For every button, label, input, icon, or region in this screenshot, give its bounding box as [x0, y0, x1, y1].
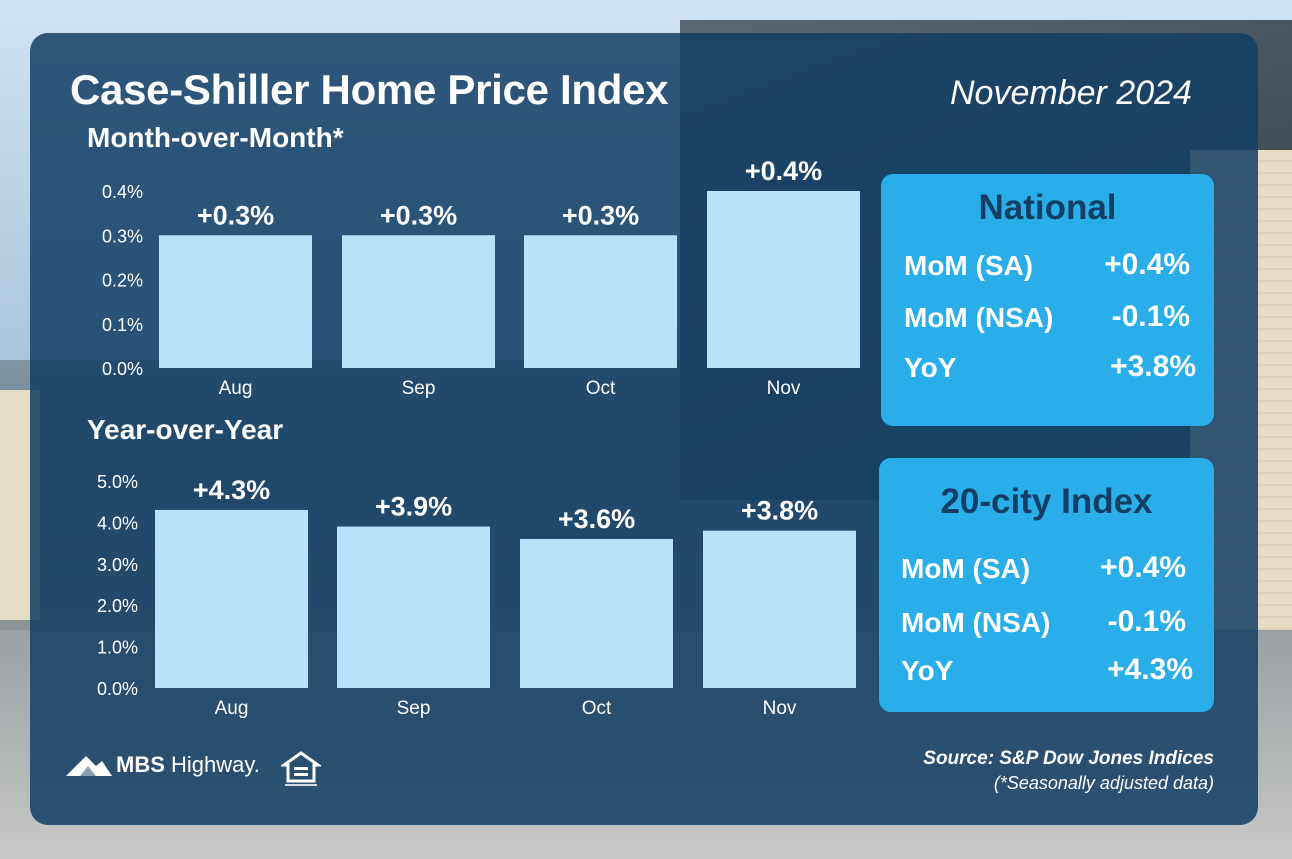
adjustment-note: (*Seasonally adjusted data) — [993, 773, 1214, 793]
national-row-value: +0.4% — [1104, 248, 1190, 281]
y-tick-label: 1.0% — [97, 638, 138, 658]
bar — [337, 526, 490, 688]
data-label: +0.3% — [197, 200, 274, 230]
national-stats-card: National MoM (SA) +0.4% MoM (NSA) -0.1% … — [881, 174, 1214, 426]
national-row-value: +3.8% — [1110, 350, 1196, 383]
y-tick-label: 0.3% — [102, 226, 143, 246]
logo-text-rest: Highway. — [164, 752, 260, 777]
city20-stats-card: 20-city Index MoM (SA) +0.4% MoM (NSA) -… — [879, 458, 1214, 712]
logo-text: MBS Highway. — [116, 752, 260, 778]
national-row-value: -0.1% — [1111, 300, 1190, 333]
national-card-title: National — [978, 188, 1117, 227]
x-category-label: Nov — [763, 698, 797, 719]
yoy-section-title: Year-over-Year — [87, 414, 284, 445]
national-row-label: MoM (NSA) — [904, 302, 1054, 333]
logo-text-bold: MBS — [116, 752, 165, 777]
y-tick-label: 0.2% — [102, 271, 143, 291]
y-tick-label: 3.0% — [97, 555, 138, 575]
y-tick-label: 4.0% — [97, 513, 138, 533]
x-category-label: Sep — [397, 698, 431, 719]
report-date: November 2024 — [950, 74, 1192, 112]
y-tick-label: 0.0% — [102, 359, 143, 379]
bar — [155, 509, 308, 688]
x-category-label: Aug — [219, 378, 253, 399]
page-title: Case-Shiller Home Price Index — [70, 66, 669, 113]
data-label: +3.9% — [375, 492, 452, 522]
x-category-label: Oct — [586, 378, 616, 399]
x-category-label: Sep — [402, 378, 436, 399]
y-tick-label: 0.0% — [97, 679, 138, 699]
city20-row-label: MoM (SA) — [901, 553, 1031, 584]
data-label: +0.4% — [745, 156, 822, 186]
y-tick-label: 0.4% — [102, 182, 143, 202]
equal-housing-opportunity-icon — [281, 751, 321, 786]
city20-row-label: YoY — [901, 655, 954, 686]
x-category-label: Aug — [215, 698, 249, 719]
national-row-label: YoY — [904, 352, 957, 383]
bar — [707, 191, 860, 368]
national-row-label: MoM (SA) — [904, 250, 1034, 281]
mom-section-title: Month-over-Month* — [87, 122, 344, 153]
data-label: +3.8% — [741, 496, 818, 526]
city20-row-value: +4.3% — [1107, 653, 1193, 686]
y-tick-label: 0.1% — [102, 315, 143, 335]
data-label: +0.3% — [562, 200, 639, 230]
y-tick-label: 2.0% — [97, 596, 138, 616]
bar — [342, 235, 495, 368]
source-caption: Source: S&P Dow Jones Indices — [923, 748, 1214, 769]
y-tick-label: 5.0% — [97, 472, 138, 492]
bar — [703, 530, 856, 688]
city20-row-value: +0.4% — [1100, 551, 1186, 584]
bar — [159, 235, 312, 368]
data-label: +4.3% — [193, 475, 270, 505]
city20-row-value: -0.1% — [1107, 605, 1186, 638]
bar — [520, 538, 673, 688]
mbs-highway-logo: MBS Highway. — [66, 752, 260, 778]
mbs-highway-logo-icon — [66, 756, 112, 776]
bar — [524, 235, 677, 368]
city20-card-title: 20-city Index — [940, 482, 1153, 521]
city20-row-label: MoM (NSA) — [901, 607, 1051, 638]
data-label: +0.3% — [380, 200, 457, 230]
x-category-label: Nov — [767, 378, 801, 399]
data-label: +3.6% — [558, 504, 635, 534]
x-category-label: Oct — [582, 698, 612, 719]
